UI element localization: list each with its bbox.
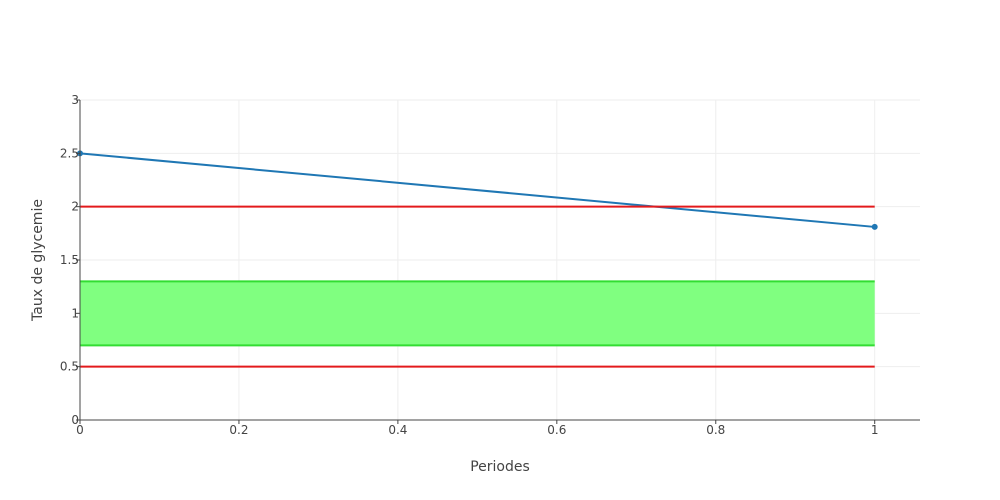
y-tick-label: 0: [71, 413, 79, 427]
y-tick-label: 2.5: [60, 146, 79, 160]
y-tick-label: 1.5: [60, 253, 79, 267]
axes: [76, 99, 920, 424]
y-tick-label: 0.5: [60, 360, 79, 374]
series-lines: [77, 150, 878, 368]
x-tick-label: 0.8: [706, 423, 725, 437]
grid-lines: [80, 99, 920, 420]
x-tick-label: 1: [871, 423, 879, 437]
y-axis-title: Taux de glycemie: [30, 199, 46, 322]
target-band: [80, 280, 875, 347]
x-axis-title: Periodes: [470, 459, 530, 475]
y-tick-label: 2: [71, 200, 79, 214]
y-tick-label: 1: [71, 306, 79, 320]
y-tick-labels: 0 0.5 1 1.5 2 2.5 3: [60, 93, 79, 427]
x-tick-label: 0: [76, 423, 84, 437]
x-tick-label: 0.6: [547, 423, 566, 437]
y-tick-label: 3: [71, 93, 79, 107]
series-point-0: [871, 223, 878, 230]
series-line-0: [79, 152, 875, 228]
target-band-fill: [80, 281, 875, 346]
x-tick-label: 0.2: [229, 423, 248, 437]
x-tick-label: 0.4: [388, 423, 407, 437]
x-tick-labels: 0 0.2 0.4 0.6 0.8 1: [76, 423, 878, 437]
